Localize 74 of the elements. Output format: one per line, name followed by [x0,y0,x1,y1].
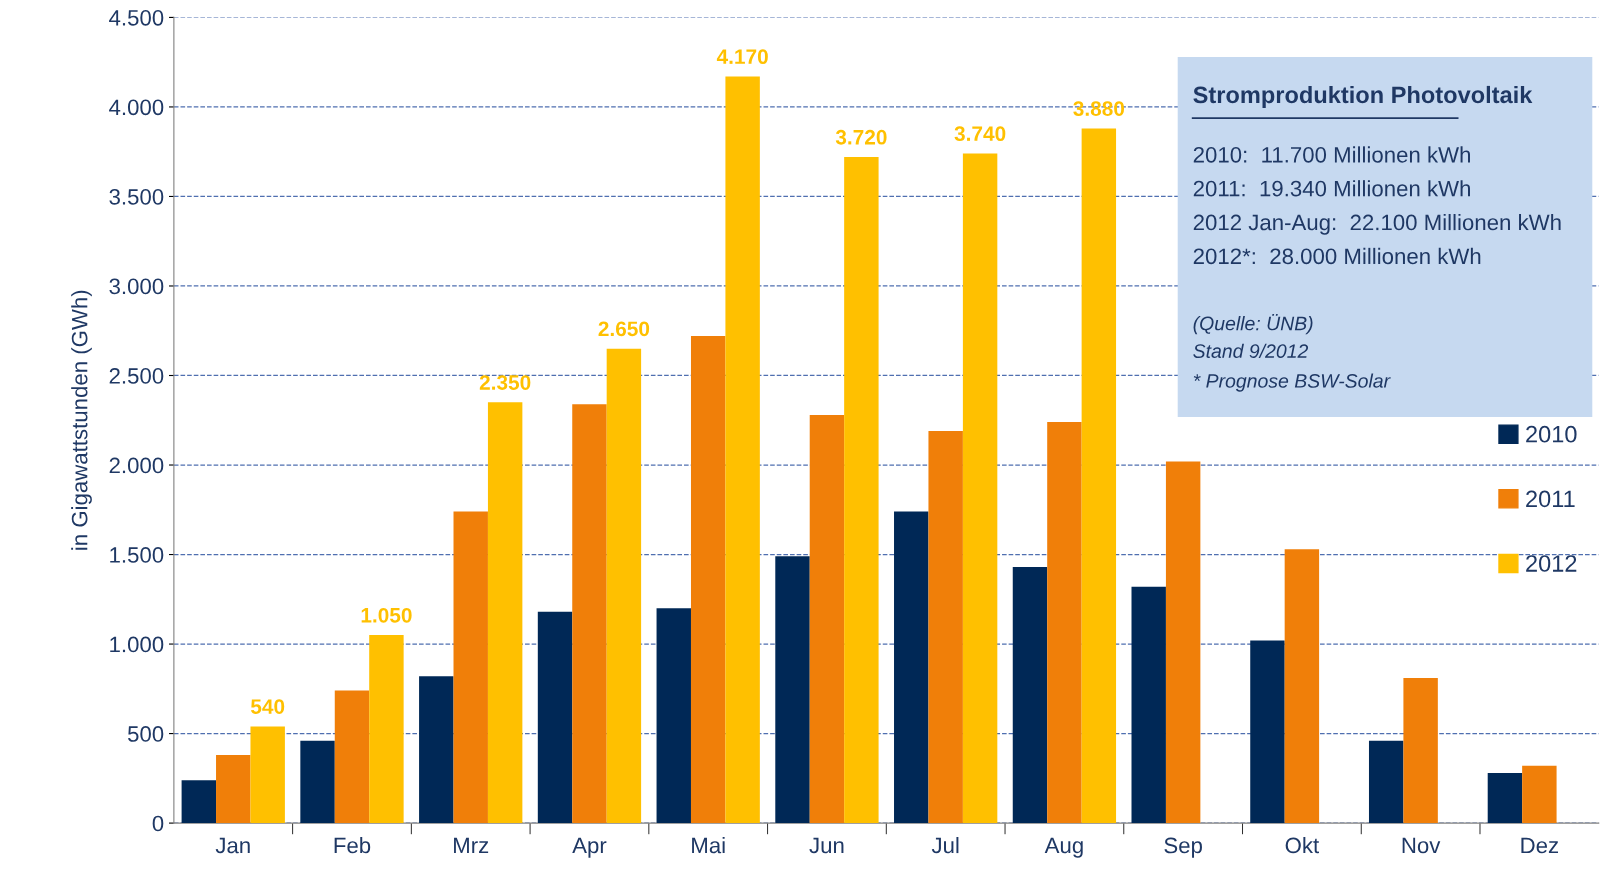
bar [572,404,607,824]
y-tick-label: 3.500 [109,188,164,205]
bar [537,611,573,824]
bar [1284,549,1320,824]
annotation: 2011: 19.340 Millionen kWh [1193,180,1470,197]
bar [606,348,642,824]
x-tick-label: Jul [931,836,959,854]
x-tick-label: Nov [1402,837,1441,854]
bar [690,336,726,824]
x-tick-label: Mai [692,836,725,854]
data-label: 1.050 [361,607,412,623]
bar [453,511,488,824]
bar [1250,640,1285,824]
x-tick-label: Feb [334,836,371,854]
y-tick-label: 0 [152,815,164,832]
y-tick-label: 1.000 [110,636,164,653]
y-tick-label: 4.500 [109,9,164,26]
bar [894,511,929,824]
annotation: 2012 Jan-Aug: 22.100 Millionen kWh [1193,214,1561,235]
bar [1165,461,1201,824]
annotation: 2010: 11.700 Millionen kWh [1193,146,1470,163]
legend-label: 2010 [1526,425,1577,443]
bar [1403,678,1438,824]
bar [487,402,523,824]
bar [962,153,998,824]
bar [1368,740,1404,824]
bar [250,726,285,824]
bar [300,740,335,824]
y-tick-label: 1.500 [110,547,164,563]
data-label: 3.880 [1073,101,1125,116]
data-label: 2.350 [479,375,531,390]
x-tick-label: Aug [1044,837,1083,858]
bar [1487,772,1523,824]
x-tick-label: Apr [572,837,607,858]
x-tick-label: Jun [809,837,844,854]
bar [181,780,217,824]
bar [216,755,251,824]
legend-label: 2012 [1526,555,1577,572]
annotation: (Quelle: ÜNB) [1193,313,1313,335]
bar [844,157,879,824]
y-tick-label: 500 [127,726,164,742]
bar [1047,422,1082,824]
y-tick-label: 2.000 [109,457,164,474]
data-label: 4.170 [716,49,768,65]
y-axis-title: in Gigawattstunden (GWh) [71,290,92,550]
bar [809,414,845,824]
bar [928,431,963,824]
bar [419,676,454,824]
text: Stromproduktion Photovoltaik [1193,85,1533,108]
data-label: 3.740 [954,126,1006,142]
bar [1522,765,1557,824]
bar [775,556,810,824]
annotation: 2012*: 28.000 Millionen kWh [1193,247,1481,265]
x-tick-label: Mrz [454,837,489,854]
bar [369,635,404,824]
y-tick-label: 3.000 [109,278,164,295]
bar [1081,128,1117,824]
bar [334,690,370,824]
bar [656,608,691,824]
x-tick-label: Dez [1521,837,1559,854]
annotation: Stand 9/2012 [1193,343,1309,359]
x-tick-label: Sep [1164,837,1202,858]
bar [1131,586,1166,824]
data-label: 3.720 [835,129,887,145]
data-label: 540 [250,699,285,714]
x-tick-label: Okt [1285,836,1320,854]
y-tick-label: 4.000 [109,99,164,116]
x-tick-label: Jan [215,837,250,854]
data-label: 2.650 [598,321,650,337]
legend-label: 2011 [1526,490,1575,508]
bar [725,76,760,824]
annotation: * Prognose BSW-Solar [1193,373,1391,392]
y-tick-label: 2.500 [109,368,164,384]
bar [1012,567,1048,824]
